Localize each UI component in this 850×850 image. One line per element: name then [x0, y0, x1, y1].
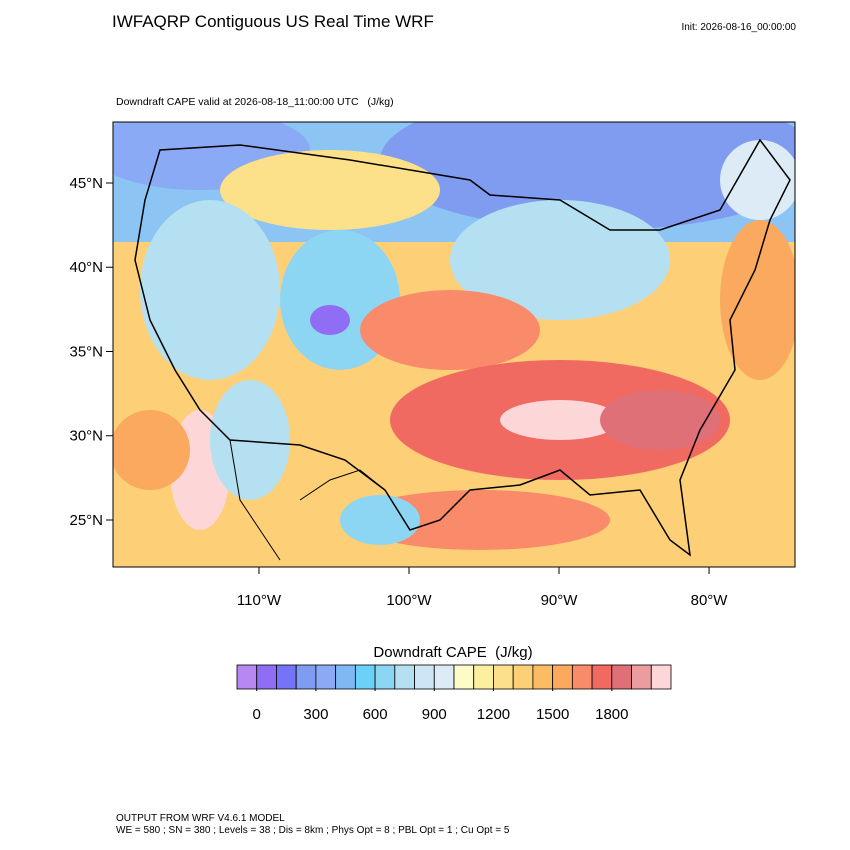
- colorbar-box: [532, 664, 554, 690]
- colorbar-box: [650, 664, 672, 690]
- colorbar-tick-label: 1800: [595, 706, 628, 723]
- colorbar-box: [374, 664, 396, 690]
- colorbar-box: [335, 664, 356, 690]
- lon-tick-label: 110°W: [237, 592, 282, 609]
- title: IWFAQRP Contiguous US Real Time WRF: [112, 12, 434, 31]
- colorbar-box: [354, 664, 376, 690]
- subtitle: Downdraft CAPE valid at 2026-08-18_11:00…: [116, 96, 394, 108]
- colorbar-box: [414, 664, 435, 690]
- colorbar-box: [315, 664, 337, 690]
- map-field: [113, 122, 795, 567]
- colorbar-box: [571, 664, 593, 690]
- colorbar-box: [473, 664, 494, 690]
- colorbar-box: [591, 664, 613, 690]
- init-time: Init: 2026-08-16_00:00:00: [681, 22, 796, 33]
- map-frame: [112, 121, 796, 568]
- lat-tick-label: 40°N: [69, 259, 103, 276]
- colorbar-box: [493, 664, 514, 690]
- colorbar-tick-label: 600: [363, 706, 388, 723]
- lat-tick-label: 35°N: [69, 343, 103, 360]
- colorbar-box: [552, 664, 573, 690]
- lon-tick-label: 90°W: [541, 592, 579, 609]
- colorbar-tick-label: 300: [303, 706, 328, 723]
- colorbar-box: [453, 664, 475, 690]
- us-outline: [134, 138, 791, 561]
- footer-line: OUTPUT FROM WRF V4.6.1 MODEL: [116, 813, 285, 824]
- lat-tick-label: 25°N: [69, 512, 103, 529]
- lat-tick-label: 45°N: [69, 175, 103, 192]
- colorbar-box: [512, 664, 534, 690]
- lon-tick-label: 100°W: [386, 592, 432, 609]
- colorbar-box: [631, 664, 652, 690]
- colorbar-box: [236, 664, 258, 690]
- colorbar-box: [295, 664, 317, 690]
- footer-line: WE = 580 ; SN = 380 ; Levels = 38 ; Dis …: [116, 825, 510, 836]
- colorbar-box: [276, 664, 297, 690]
- colorbar-tick-label: 900: [422, 706, 447, 723]
- colorbar-tick-label: 1500: [536, 706, 569, 723]
- colorbar-tick-label: 1200: [477, 706, 510, 723]
- colorbar-tick-label: 0: [253, 706, 261, 723]
- colorbar-title: Downdraft CAPE (J/kg): [373, 644, 532, 661]
- lat-tick-label: 30°N: [69, 428, 103, 445]
- colorbar-box: [256, 664, 277, 690]
- colorbar-box: [394, 664, 415, 690]
- colorbar-box: [433, 664, 455, 690]
- colorbar-box: [611, 664, 632, 690]
- lon-tick-label: 80°W: [691, 592, 729, 609]
